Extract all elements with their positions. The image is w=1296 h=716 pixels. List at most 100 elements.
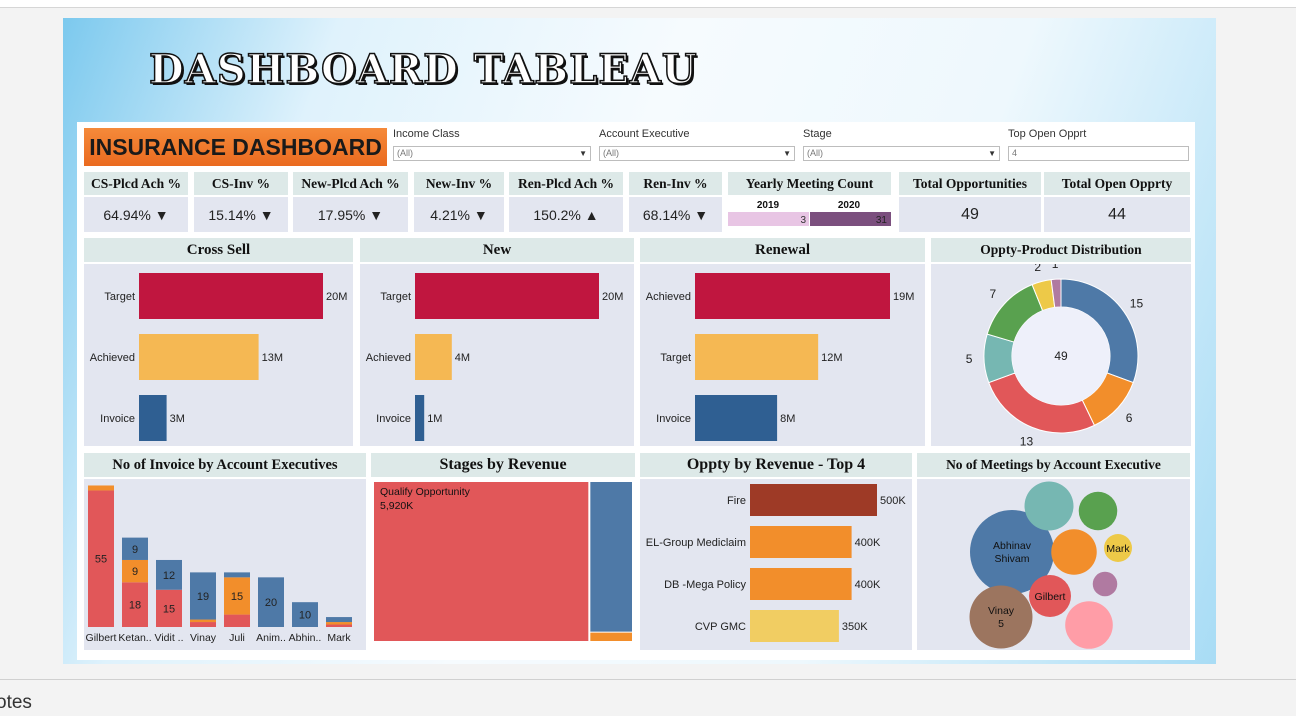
kpi-number: 64.94%: [103, 206, 151, 223]
category-label: DB -Mega Policy: [664, 579, 746, 591]
income-class-select[interactable]: (All) ▼: [393, 146, 591, 161]
bubble: [969, 585, 1033, 649]
new-title: New: [360, 238, 634, 262]
down-arrow-icon: ▼: [694, 206, 709, 223]
donut-center-label: 49: [1054, 349, 1068, 363]
segment-label: 9: [132, 544, 138, 556]
stack-segment: [88, 485, 114, 491]
category-label: Gilbert: [86, 632, 117, 644]
segment-label: 10: [299, 610, 311, 622]
account-executive-select[interactable]: (All) ▼: [599, 146, 795, 161]
slice-label: 1: [1052, 264, 1059, 271]
kpi-label: CS-Plcd Ach %: [84, 172, 188, 195]
segment-label: 19: [197, 591, 209, 603]
kpi-value: 15.14% ▼: [194, 197, 288, 232]
data-label: 4M: [455, 352, 470, 364]
stack-segment: [122, 582, 148, 627]
yearly-meeting-label: Yearly Meeting Count: [728, 172, 891, 195]
category-label: Juli: [229, 632, 245, 644]
kpi-label: Total Opportunities: [899, 172, 1041, 195]
category-label: Fire: [727, 495, 746, 507]
bar: [415, 334, 452, 380]
category-label: Mark: [327, 632, 351, 644]
stages-by-revenue-title: Stages by Revenue: [371, 453, 635, 477]
stack-segment: [326, 617, 352, 623]
category-label: Ketan..: [118, 632, 151, 644]
bar: [695, 334, 819, 380]
cross-sell-title: Cross Sell: [84, 238, 353, 262]
kpi-value: 17.95% ▼: [293, 197, 408, 232]
bar: [139, 334, 259, 380]
kpi-value: 150.2% ▲: [509, 197, 623, 232]
chevron-down-icon[interactable]: ▼: [988, 149, 996, 158]
category-label: Target: [380, 291, 411, 303]
stack-segment: [190, 622, 216, 627]
bubble-label: Vinay: [988, 605, 1015, 617]
slice-label: 2: [1034, 264, 1041, 274]
filter-label: Stage: [803, 128, 832, 140]
product-distribution-title: Oppty-Product Distribution: [931, 238, 1191, 262]
bubble-label: Gilbert: [1035, 591, 1066, 603]
cross-sell-svg: Target 20M Achieved 13M Invoice 3M: [90, 273, 347, 441]
stack-segment: [326, 622, 352, 625]
yearly-meeting-chart: 2019 2020 3 31: [728, 197, 891, 232]
kpi-label: Ren-Plcd Ach %: [509, 172, 623, 195]
kpi-value: 68.14% ▼: [629, 197, 722, 232]
kpi-label: CS-Inv %: [194, 172, 288, 195]
year-bar: [810, 212, 891, 226]
bubble-label: 5: [998, 618, 1004, 630]
bar: [139, 395, 167, 441]
filter-value: 4: [1012, 148, 1018, 158]
data-label: 19M: [893, 291, 914, 303]
year-count: 31: [876, 215, 888, 226]
filter-label: Income Class: [393, 128, 460, 140]
filter-label: Account Executive: [599, 128, 690, 140]
stack-segment: [190, 572, 216, 620]
kpi-label: New-Inv %: [414, 172, 504, 195]
category-label: Vinay: [190, 632, 217, 644]
bubble: [1029, 575, 1071, 617]
category-label: Invoice: [376, 413, 411, 425]
segment-label: 20: [265, 597, 277, 609]
bubble: [1092, 571, 1118, 597]
down-arrow-icon: ▼: [154, 206, 169, 223]
new-chart: Target 20M Achieved 4M Invoice 1M: [360, 264, 634, 446]
year-count: 3: [800, 215, 806, 226]
bar: [750, 484, 877, 516]
renewal-title: Renewal: [640, 238, 925, 262]
product-distribution-chart: 15 6 13 5 7 2 1 49: [931, 264, 1191, 446]
bubble-label: Shivam: [994, 553, 1029, 565]
stacked-svg: 55 Gilbert 18 9 9 Ketan.. 15 12 Vidit .. 19 Vinay 1…: [86, 485, 352, 644]
stage-select[interactable]: (All) ▼: [803, 146, 1000, 161]
cell-label: Qualify Opportunity: [380, 486, 471, 498]
stages-by-revenue-chart: Qualify Opportunity 5,920K: [371, 479, 635, 644]
data-label: 400K: [855, 537, 881, 549]
top-open-opprt-input[interactable]: 4: [1008, 146, 1189, 161]
down-arrow-icon: ▼: [369, 206, 384, 223]
kpi-label: Total Open Opprty: [1044, 172, 1190, 195]
chevron-down-icon[interactable]: ▼: [579, 149, 587, 158]
stack-segment: [156, 559, 182, 590]
data-label: 12M: [821, 352, 842, 364]
filter-value: (All): [603, 148, 619, 158]
data-label: 20M: [602, 291, 623, 303]
bar: [695, 395, 778, 441]
segment-label: 15: [163, 603, 175, 615]
treemap-cell: [590, 482, 632, 632]
notes-label: otes: [0, 692, 32, 713]
donut-svg: 15 6 13 5 7 2 1 49: [966, 264, 1144, 446]
down-arrow-icon: ▼: [259, 206, 274, 223]
stack-segment: [224, 572, 250, 578]
bubble: [1051, 529, 1097, 575]
renewal-svg: Achieved 19M Target 12M Invoice 8M: [646, 273, 914, 441]
stack-segment: [326, 624, 352, 627]
bubble-label: Mark: [1106, 543, 1130, 555]
bubble: [1078, 491, 1118, 531]
stack-segment: [224, 577, 250, 615]
slice-label: 15: [1130, 296, 1144, 310]
oppty-revenue-chart: Fire 500K EL-Group Mediclaim 400K DB -Mega P…: [640, 479, 912, 650]
chevron-down-icon[interactable]: ▼: [783, 149, 791, 158]
kpi-label: Ren-Inv %: [629, 172, 722, 195]
kpi-number: 17.95%: [317, 206, 366, 223]
stack-segment: [156, 589, 182, 627]
